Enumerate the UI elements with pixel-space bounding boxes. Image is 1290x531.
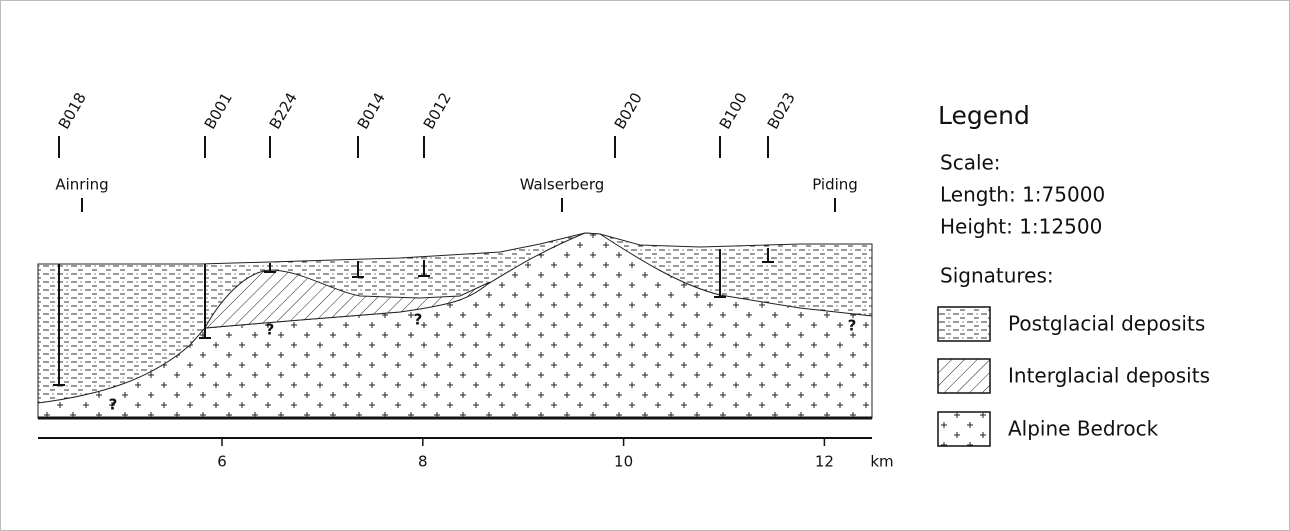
axis-tick-label: 6 [217, 453, 227, 471]
axis-tick-label: 12 [815, 453, 834, 471]
place-label: Piding [812, 176, 858, 194]
axis-tick-label: 8 [418, 453, 428, 471]
scale-height: Height: 1:12500 [940, 215, 1102, 239]
swatch [937, 306, 991, 342]
legend-item: Postglacial deposits [1008, 312, 1205, 336]
axis-unit: km [870, 453, 893, 471]
unknown-mark: ? [109, 396, 118, 414]
legend-title: Legend [938, 101, 1030, 130]
place-label: Ainring [55, 176, 108, 194]
scale-title: Scale: [940, 151, 1001, 175]
unknown-mark: ? [848, 317, 857, 335]
scale-length: Length: 1:75000 [940, 183, 1105, 207]
swatch [937, 411, 991, 447]
legend: Legend Scale: Length: 1:75000 Height: 1:… [937, 101, 1210, 447]
axis-tick-label: 10 [614, 453, 633, 471]
signatures-title: Signatures: [940, 264, 1054, 288]
place-label: Walserberg [520, 176, 605, 194]
legend-item: Interglacial deposits [1008, 364, 1210, 388]
unknown-mark: ? [414, 311, 423, 329]
swatch [937, 358, 991, 394]
cross-section [37, 232, 873, 439]
legend-item: Alpine Bedrock [1008, 417, 1159, 441]
unknown-mark: ? [266, 321, 275, 339]
